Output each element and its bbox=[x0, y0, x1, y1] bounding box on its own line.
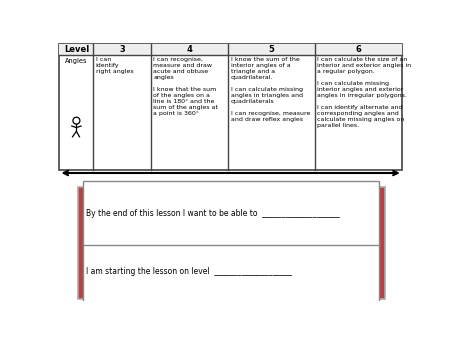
Bar bbox=[59, 44, 402, 170]
Bar bbox=[59, 44, 402, 55]
Bar bbox=[83, 240, 379, 304]
Text: By the end of this lesson I want to be able to  ____________________: By the end of this lesson I want to be a… bbox=[86, 209, 340, 218]
Text: I am starting the lesson on level  ____________________: I am starting the lesson on level ______… bbox=[86, 267, 292, 276]
Text: I can
identify
right angles: I can identify right angles bbox=[96, 57, 133, 74]
Text: Angles: Angles bbox=[65, 57, 88, 64]
Bar bbox=[78, 187, 385, 298]
Bar bbox=[83, 182, 379, 245]
Text: I can calculate the size of an
interior and exterior angles in
a regular polygon: I can calculate the size of an interior … bbox=[317, 57, 412, 128]
Text: 4: 4 bbox=[187, 45, 193, 54]
Text: 3: 3 bbox=[119, 45, 125, 54]
Text: Level: Level bbox=[64, 45, 89, 54]
Text: I know the sum of the
interior angles of a
triangle and a
quadrilateral.

I can : I know the sum of the interior angles of… bbox=[230, 57, 310, 122]
Text: I can recognise,
measure and draw
acute and obtuse
angles

I know that the sum
o: I can recognise, measure and draw acute … bbox=[153, 57, 218, 116]
Text: 5: 5 bbox=[269, 45, 274, 54]
Text: 6: 6 bbox=[356, 45, 361, 54]
